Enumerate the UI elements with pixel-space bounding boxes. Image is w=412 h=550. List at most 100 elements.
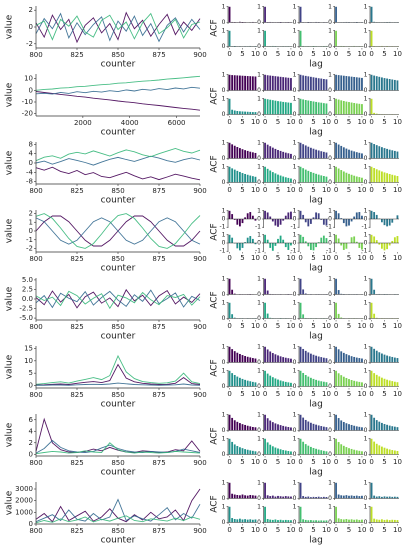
series-line xyxy=(35,12,201,43)
acf-bar xyxy=(228,506,231,523)
acf-bar xyxy=(315,173,317,183)
x-axis-label: counter xyxy=(101,332,136,342)
acf-bar xyxy=(353,449,356,455)
acf-bar xyxy=(375,113,378,115)
acf-bar xyxy=(375,519,378,523)
acf-bar xyxy=(266,168,269,183)
acf-bar xyxy=(322,176,325,183)
acf-bar xyxy=(269,317,272,319)
x-tick-label: 800 xyxy=(29,255,42,263)
acf-bar xyxy=(358,519,361,523)
y-tick-label: 0 xyxy=(222,179,226,186)
acf-bar xyxy=(388,425,391,431)
x-tick-label: 5 xyxy=(276,118,280,126)
x-tick-label: 10 xyxy=(251,254,260,262)
y-tick-label: 0 xyxy=(29,450,33,458)
acf-bar xyxy=(396,215,399,219)
acf-bar xyxy=(266,313,269,319)
acf-bar xyxy=(383,447,386,455)
acf-bar xyxy=(244,379,246,387)
y-tick-label: 0 xyxy=(328,216,332,223)
acf-bar xyxy=(337,518,340,523)
acf-bar xyxy=(358,152,361,159)
acf-bar xyxy=(269,444,272,455)
acf-bar xyxy=(312,423,315,431)
acf-bar xyxy=(299,98,302,115)
acf-bar xyxy=(241,219,244,224)
y-axis-label: ACF xyxy=(210,291,220,308)
acf-bar xyxy=(388,496,391,499)
x-tick-label: 5 xyxy=(311,322,315,330)
acf-bar xyxy=(274,496,277,499)
y-tick-label: 1 xyxy=(328,299,332,306)
acf-bar xyxy=(342,171,345,183)
y-tick-label: 1 xyxy=(222,343,226,350)
y-tick-label: 0 xyxy=(257,427,261,434)
acf-bar xyxy=(370,346,373,363)
y-tick-label: 1 xyxy=(222,139,226,146)
series-line xyxy=(35,11,201,44)
y-tick-label: 1 xyxy=(257,139,261,146)
acf-bar xyxy=(320,497,323,499)
x-tick-label: 5 xyxy=(382,118,386,126)
y-axis-label: ACF xyxy=(210,427,220,444)
x-tick-label: 10 xyxy=(322,118,331,126)
y-tick-label: 1 xyxy=(29,218,33,226)
y-tick-label: -2.5 xyxy=(19,305,33,313)
acf-bar xyxy=(348,76,350,91)
acf-bar xyxy=(312,243,315,251)
acf-bar xyxy=(284,357,287,363)
series-line xyxy=(35,442,201,455)
acf-bar xyxy=(249,381,252,387)
acf-bar xyxy=(310,100,312,115)
acf-bar xyxy=(271,377,274,387)
acf-bar xyxy=(239,21,241,23)
acf-bar xyxy=(335,506,337,523)
x-tick-label: 0 xyxy=(298,390,302,398)
acf-bar xyxy=(391,219,394,223)
acf-bar xyxy=(236,376,239,387)
acf-bar xyxy=(335,370,337,387)
y-tick-label: 1 xyxy=(328,367,332,374)
y-axis-label: value xyxy=(5,82,15,107)
series-line xyxy=(35,86,201,95)
acf-bar xyxy=(342,100,345,115)
acf-bar xyxy=(310,353,312,363)
acf-bar xyxy=(355,103,358,115)
acf-bar xyxy=(320,357,323,363)
acf-bar xyxy=(345,219,348,227)
y-tick-label: 1 xyxy=(222,479,226,486)
x-tick-label: 10 xyxy=(357,322,366,330)
x-tick-label: 10 xyxy=(286,526,295,534)
acf-bar xyxy=(381,422,383,431)
acf-bar xyxy=(325,176,328,183)
acf-bar xyxy=(254,243,257,245)
y-tick-label: 1 xyxy=(293,71,297,78)
acf-bar xyxy=(396,382,399,387)
x-tick-label: 0 xyxy=(263,526,267,534)
acf-bar xyxy=(299,278,302,295)
acf-bar xyxy=(348,149,350,159)
acf-bar xyxy=(254,519,257,523)
y-axis-label: ACF xyxy=(210,87,220,104)
y-tick-label: 0 xyxy=(222,427,226,434)
acf-bar xyxy=(269,99,272,115)
acf-bar xyxy=(244,495,246,499)
y-tick-label: 0 xyxy=(364,519,368,526)
y-tick-label: 1 xyxy=(257,479,261,486)
acf-bar xyxy=(335,6,337,23)
y-tick-label: 1 xyxy=(328,95,332,102)
y-tick-label: 0 xyxy=(29,23,33,31)
acf-bar xyxy=(269,375,272,387)
acf-bar xyxy=(342,352,345,363)
y-tick-label: 1 xyxy=(222,207,226,214)
acf-bar xyxy=(315,424,317,431)
y-tick-label: 1000 xyxy=(15,508,33,516)
y-tick-label: 1 xyxy=(364,163,368,170)
acf-bar xyxy=(391,79,394,91)
acf-bar xyxy=(388,149,391,159)
acf-bar xyxy=(244,111,246,115)
x-tick-label: 10 xyxy=(393,458,402,466)
y-tick-label: 5.0 xyxy=(22,276,33,284)
acf-bar xyxy=(342,519,345,523)
